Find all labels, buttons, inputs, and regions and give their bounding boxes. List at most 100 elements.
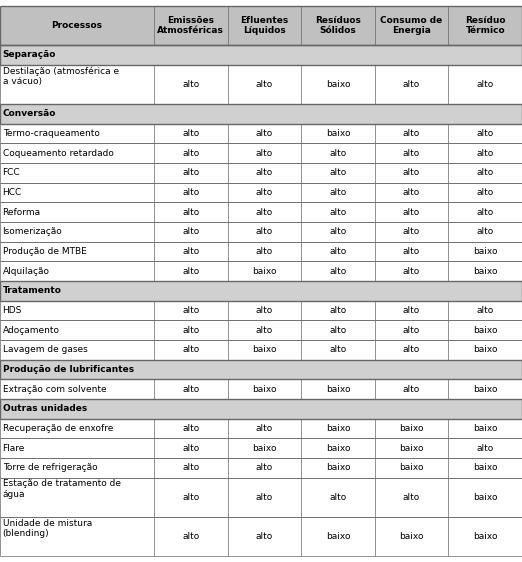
Text: Extração com solvente: Extração com solvente: [3, 384, 106, 394]
Text: baixo: baixo: [252, 266, 277, 276]
Text: alto: alto: [182, 306, 199, 315]
Bar: [0, 222, 522, 242]
Text: Recuperação de enxofre: Recuperação de enxofre: [3, 424, 113, 433]
Text: baixo: baixo: [473, 424, 497, 433]
Text: Unidade de mistura
(blending): Unidade de mistura (blending): [3, 519, 92, 538]
Bar: [0, 261, 522, 281]
Text: Isomerização: Isomerização: [3, 227, 62, 237]
Text: FCC: FCC: [3, 168, 20, 178]
Text: alto: alto: [403, 129, 420, 138]
Text: alto: alto: [256, 168, 273, 178]
Text: Coqueamento retardado: Coqueamento retardado: [3, 148, 113, 158]
Text: Produção de lubrificantes: Produção de lubrificantes: [3, 365, 134, 374]
Text: alto: alto: [477, 148, 494, 158]
Text: alto: alto: [403, 345, 420, 355]
Text: alto: alto: [182, 227, 199, 237]
Text: Resíduos
Sólidos: Resíduos Sólidos: [315, 16, 361, 35]
Text: alto: alto: [329, 325, 347, 335]
Bar: [0, 45, 522, 65]
Text: alto: alto: [329, 493, 347, 502]
Text: baixo: baixo: [326, 532, 350, 541]
Bar: [0, 202, 522, 222]
Text: Consumo de
Energia: Consumo de Energia: [381, 16, 443, 35]
Bar: [0, 458, 522, 478]
Text: HCC: HCC: [3, 188, 22, 197]
Text: alto: alto: [256, 532, 273, 541]
Text: Torre de refrigeração: Torre de refrigeração: [3, 463, 97, 473]
Text: alto: alto: [256, 148, 273, 158]
Text: Estação de tratamento de
água: Estação de tratamento de água: [3, 479, 121, 499]
Text: alto: alto: [403, 168, 420, 178]
Bar: [0, 301, 522, 320]
Text: alto: alto: [403, 148, 420, 158]
Bar: [0, 6, 522, 45]
Bar: [0, 399, 522, 419]
Text: alto: alto: [256, 306, 273, 315]
Text: alto: alto: [329, 306, 347, 315]
Text: alto: alto: [477, 168, 494, 178]
Text: alto: alto: [477, 227, 494, 237]
Text: baixo: baixo: [326, 384, 350, 394]
Text: alto: alto: [403, 80, 420, 89]
Bar: [0, 163, 522, 183]
Bar: [0, 517, 522, 556]
Text: Processos: Processos: [52, 21, 102, 30]
Bar: [0, 478, 522, 517]
Text: alto: alto: [477, 306, 494, 315]
Text: alto: alto: [403, 384, 420, 394]
Text: alto: alto: [329, 345, 347, 355]
Text: Produção de MTBE: Produção de MTBE: [3, 247, 86, 256]
Text: Adoçamento: Adoçamento: [3, 325, 60, 335]
Text: alto: alto: [256, 247, 273, 256]
Text: alto: alto: [403, 207, 420, 217]
Text: alto: alto: [256, 463, 273, 473]
Text: alto: alto: [182, 384, 199, 394]
Text: baixo: baixo: [473, 532, 497, 541]
Text: Efluentes
Líquidos: Efluentes Líquidos: [240, 16, 289, 35]
Text: baixo: baixo: [473, 266, 497, 276]
Text: alto: alto: [182, 188, 199, 197]
Text: alto: alto: [182, 345, 199, 355]
Bar: [0, 438, 522, 458]
Text: Resíduo
Térmico: Resíduo Térmico: [465, 16, 505, 35]
Text: alto: alto: [403, 493, 420, 502]
Text: alto: alto: [329, 168, 347, 178]
Text: alto: alto: [477, 207, 494, 217]
Text: alto: alto: [256, 80, 273, 89]
Bar: [0, 242, 522, 261]
Text: alto: alto: [256, 227, 273, 237]
Text: baixo: baixo: [473, 325, 497, 335]
Text: baixo: baixo: [252, 384, 277, 394]
Text: Separação: Separação: [3, 50, 56, 60]
Text: Termo-craqueamento: Termo-craqueamento: [3, 129, 100, 138]
Text: Outras unidades: Outras unidades: [3, 404, 87, 414]
Text: baixo: baixo: [326, 424, 350, 433]
Text: baixo: baixo: [326, 443, 350, 453]
Text: baixo: baixo: [326, 463, 350, 473]
Text: HDS: HDS: [3, 306, 22, 315]
Text: Flare: Flare: [3, 443, 25, 453]
Text: alto: alto: [403, 306, 420, 315]
Text: baixo: baixo: [473, 345, 497, 355]
Text: alto: alto: [182, 168, 199, 178]
Text: alto: alto: [256, 129, 273, 138]
Bar: [0, 281, 522, 301]
Text: alto: alto: [182, 325, 199, 335]
Text: Tratamento: Tratamento: [3, 286, 62, 296]
Text: alto: alto: [182, 129, 199, 138]
Text: baixo: baixo: [326, 80, 350, 89]
Text: baixo: baixo: [473, 493, 497, 502]
Bar: [0, 320, 522, 340]
Text: alto: alto: [403, 188, 420, 197]
Bar: [0, 183, 522, 202]
Text: alto: alto: [182, 424, 199, 433]
Text: baixo: baixo: [252, 345, 277, 355]
Text: baixo: baixo: [399, 532, 424, 541]
Text: baixo: baixo: [473, 463, 497, 473]
Bar: [0, 65, 522, 104]
Text: Alquilação: Alquilação: [3, 266, 50, 276]
Text: alto: alto: [477, 188, 494, 197]
Text: alto: alto: [403, 227, 420, 237]
Bar: [0, 379, 522, 399]
Text: alto: alto: [329, 227, 347, 237]
